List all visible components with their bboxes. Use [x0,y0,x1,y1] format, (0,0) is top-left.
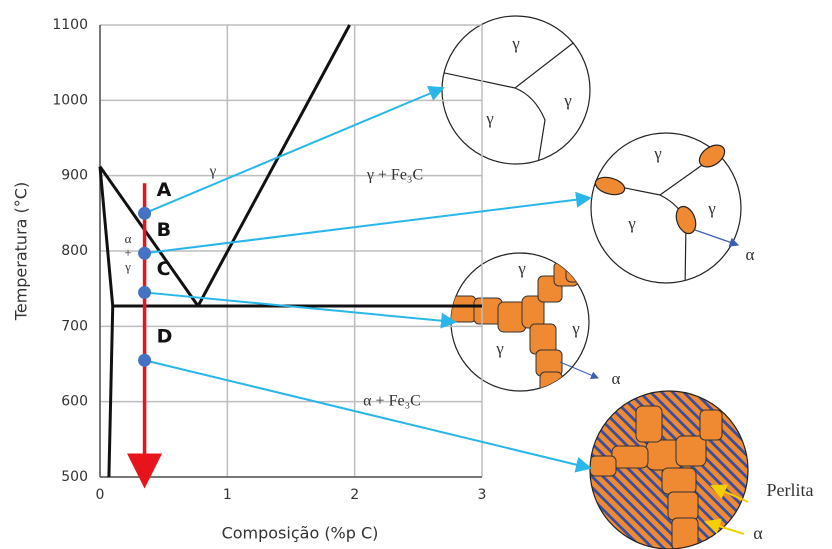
y-tick-label: 800 [61,243,88,259]
micrograph-label: γ [707,199,716,218]
lamella [390,390,550,549]
micrograph-label: Perlita [767,480,814,500]
lamella [412,390,572,549]
y-tick-label: 900 [61,168,88,184]
y-tick-label: 500 [61,469,88,485]
region-label: γ [209,163,217,179]
connector-arrow [145,88,443,213]
lamella [445,390,605,549]
y-axis-label: Temperatura (°C) [12,182,31,321]
region-label: γ + Fe₃C [366,167,423,184]
x-tick-label: 3 [478,487,487,503]
x-tick-label: 2 [350,487,359,503]
micrograph-label: γ [517,259,526,278]
lamella [753,390,832,549]
connector-arrow [145,198,590,253]
point-label: A [157,179,172,201]
micrograph-label: γ [563,91,572,110]
lamella [401,390,561,549]
region-label: α + Fe₃C [363,393,421,410]
y-tick-label: 700 [61,318,88,334]
micrograph-label: α [753,523,763,543]
micrograph-label: γ [571,319,580,338]
region-label: γ [124,259,131,274]
lamella [764,390,832,549]
micrograph-label: α [746,245,755,264]
point-label: C [157,258,171,280]
y-tick-label: 1000 [52,92,88,108]
micrograph-4 [390,390,832,549]
region-label: α [125,231,132,246]
point [138,354,151,367]
x-tick-label: 1 [223,487,232,503]
point-label: D [157,326,173,348]
micrograph-label: γ [627,214,636,233]
micrograph-label: γ [485,109,494,128]
point [138,286,151,299]
phase-boundary [198,25,350,306]
lamella [775,390,832,549]
phase-boundary [100,167,113,477]
micrograph-label: γ [511,34,520,53]
point-label: B [157,219,171,241]
micrograph-label: γ [495,339,504,358]
chart: Composição (%p C) Temperatura (°C) [0,0,832,549]
micrograph-label: α [612,369,621,388]
x-tick-label: 0 [96,487,105,503]
region-label: + [124,245,131,260]
lamella [786,390,832,549]
point [138,207,151,220]
y-tick-label: 1100 [52,17,88,33]
point [138,247,151,260]
y-tick-label: 600 [61,394,88,410]
lamella [423,390,583,549]
phase-boundary [100,167,198,306]
x-axis-label: Composição (%p C) [222,524,379,543]
micrograph-label: γ [653,144,662,163]
micrograph-2 [591,133,741,290]
lamella [434,390,594,549]
